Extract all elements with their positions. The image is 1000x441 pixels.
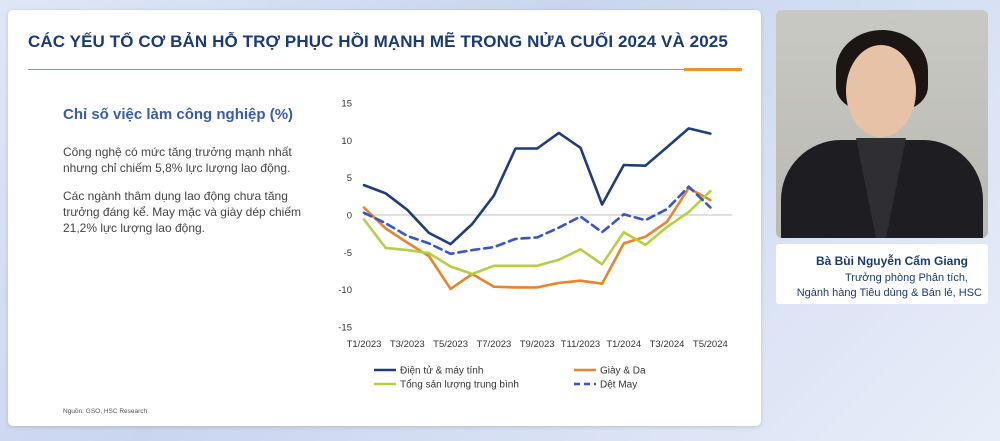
paragraph-technology: Công nghệ có mức tăng trưởng mạnh nhất n… — [63, 145, 292, 175]
slide-panel: CÁC YẾU TỐ CƠ BẢN HỖ TRỢ PHỤC HỒI MẠNH M… — [8, 10, 761, 426]
speaker-name: Bà Bùi Nguyễn Cẩm Giang — [815, 254, 968, 268]
legend-label: Dệt May — [600, 380, 637, 391]
speaker-role-line2: Ngành hàng Tiêu dùng & Bán lẻ, HSC — [796, 287, 982, 299]
slide-title: CÁC YẾU TỐ CƠ BẢN HỖ TRỢ PHỤC HỒI MẠNH M… — [28, 32, 728, 51]
x-tick-label: T1/2024 — [606, 339, 641, 350]
y-tick-label: -5 — [344, 248, 352, 259]
x-tick-label: T7/2023 — [476, 339, 511, 350]
y-tick-label: 15 — [341, 99, 352, 110]
title-divider — [28, 69, 704, 70]
speaker-video — [776, 10, 988, 238]
x-tick-label: T5/2024 — [693, 339, 728, 350]
speaker-name-card: Bà Bùi Nguyễn Cẩm Giang Trưởng phòng Phâ… — [776, 244, 988, 304]
y-tick-label: 5 — [347, 173, 352, 184]
source-note: Nguồn: GSO, HSC Research — [63, 408, 148, 415]
y-tick-label: -10 — [338, 285, 352, 296]
legend-label: Điện tử & máy tính — [400, 365, 483, 377]
x-tick-label: T3/2024 — [650, 339, 685, 350]
series-line-3 — [362, 185, 712, 256]
y-tick-label: 0 — [347, 211, 352, 222]
x-tick-label: T11/2023 — [561, 339, 600, 350]
y-tick-label: 10 — [341, 136, 352, 147]
chart-subtitle: Chỉ số việc làm công nghiệp (%) — [63, 106, 294, 123]
title-divider-accent — [684, 68, 742, 71]
x-tick-label: T5/2023 — [433, 339, 468, 350]
line-chart: 15 10 5 0 -5 -10 -15 T1/2023 T3/2023 T5/2023 T7/20… — [338, 99, 732, 391]
x-tick-label: T3/2023 — [390, 339, 425, 350]
speaker-role-line1: Trưởng phòng Phân tích, — [844, 272, 968, 284]
legend-label: Tổng sản lượng trung bình — [400, 379, 519, 391]
paragraph-labor-intensive: Các ngành thâm dụng lao động chưa tăng t… — [63, 189, 302, 235]
x-tick-label: T1/2023 — [347, 339, 382, 350]
y-tick-label: -15 — [338, 323, 352, 334]
x-tick-label: T9/2023 — [520, 339, 555, 350]
series-line-2 — [362, 189, 712, 276]
chart-series — [362, 127, 712, 291]
chart-legend: Điện tử & máy tính Giày & Da Tổng sản lượn… — [374, 365, 646, 391]
legend-label: Giày & Da — [600, 366, 646, 377]
speaker-face — [846, 45, 916, 137]
series-line-0 — [362, 127, 712, 246]
